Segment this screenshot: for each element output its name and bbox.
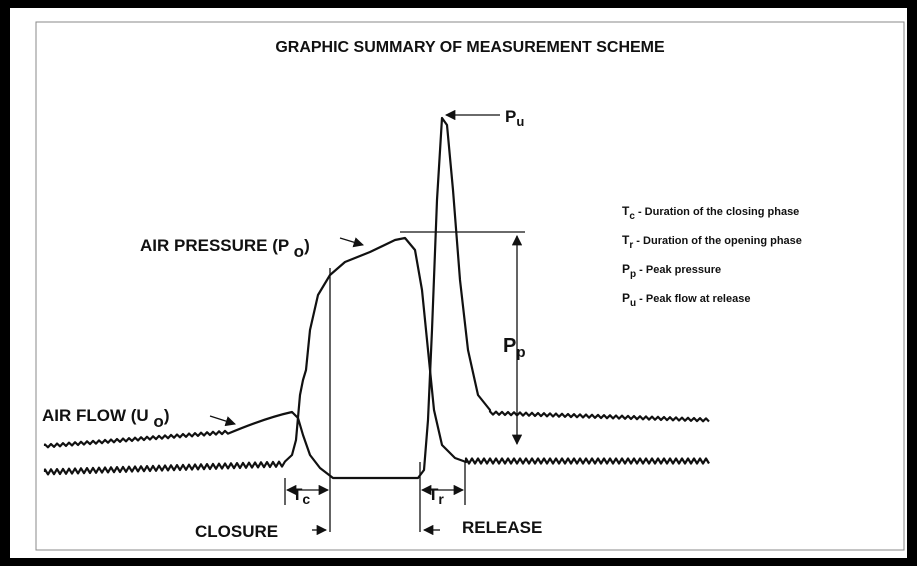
pu-label: Pu xyxy=(505,107,524,129)
air-pressure-curve xyxy=(43,236,710,476)
legend-item: Tc - Duration of the closing phase xyxy=(622,204,799,222)
legend-symbol: P xyxy=(622,291,630,305)
release-label: RELEASE xyxy=(462,518,542,537)
air-pressure-label: AIR PRESSURE (P o) xyxy=(140,236,310,261)
legend-text: - Peak pressure xyxy=(636,264,721,276)
legend-sub: r xyxy=(629,240,633,251)
tr-label: Tr xyxy=(428,485,444,507)
legend-symbol: P xyxy=(622,262,630,276)
flow-arrow xyxy=(209,415,236,427)
legend-text: - Peak flow at release xyxy=(636,293,750,305)
air-flow-curve xyxy=(43,116,710,480)
legend-sub: p xyxy=(630,269,636,280)
closure-label: CLOSURE xyxy=(195,522,278,541)
pp-label: Pp xyxy=(503,335,526,361)
panel xyxy=(10,8,907,558)
legend-symbol: T xyxy=(622,204,630,218)
legend-sub: c xyxy=(629,211,635,222)
pressure-arrow xyxy=(339,237,364,248)
inner-frame xyxy=(35,21,905,551)
legend-symbol: T xyxy=(622,233,630,247)
legend-item: Pp - Peak pressure xyxy=(622,262,721,280)
legend-text: - Duration of the opening phase xyxy=(633,235,802,247)
legend-text: - Duration of the closing phase xyxy=(635,206,799,218)
legend-sub: u xyxy=(630,298,636,309)
legend-item: Pu - Peak flow at release xyxy=(622,291,750,309)
air-flow-label: AIR FLOW (U o) xyxy=(42,406,169,431)
title: GRAPHIC SUMMARY OF MEASUREMENT SCHEME xyxy=(275,39,665,56)
legend-item: Tr - Duration of the opening phase xyxy=(622,233,802,251)
tc-label: Tc xyxy=(292,485,310,507)
